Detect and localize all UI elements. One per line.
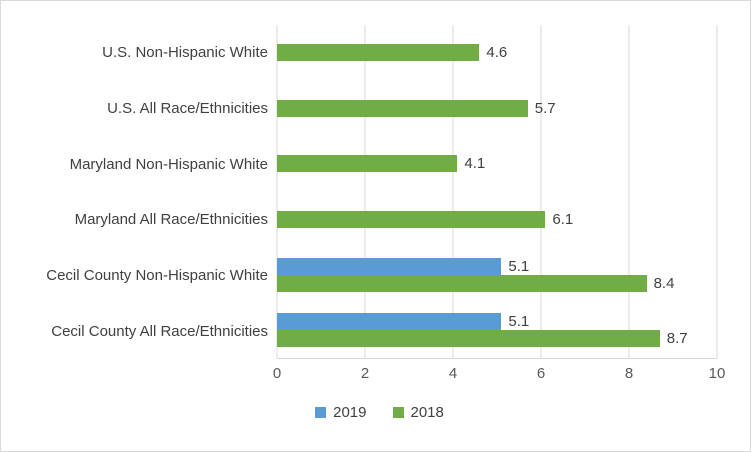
gridline <box>628 25 630 358</box>
plot-area: 4.6 5.7 4.1 6.1 5.1 8.4 5.1 8.7 <box>276 25 718 359</box>
gridline <box>276 25 278 358</box>
bar-2018 <box>277 274 647 292</box>
gridlines <box>276 25 718 358</box>
x-axis-tick-label: 4 <box>448 365 458 382</box>
chart-body: U.S. Non-Hispanic White U.S. All Race/Eth… <box>9 25 750 359</box>
data-label: 4.6 <box>486 44 508 62</box>
bar-2019 <box>277 257 502 275</box>
legend-item-2018: 2018 <box>392 403 444 421</box>
legend-swatch-2019 <box>315 406 327 418</box>
data-label: 8.4 <box>653 274 675 292</box>
category-label: Maryland All Race/Ethnicities <box>74 211 268 229</box>
x-axis: 0 2 4 6 8 10 <box>273 359 726 385</box>
x-axis-tick-label: 10 <box>708 365 726 382</box>
gridline <box>364 25 366 358</box>
bar-2018 <box>277 330 660 348</box>
chart-row: 4.6 <box>277 25 717 81</box>
bar-line: 8.4 <box>277 274 717 292</box>
legend-label: 2018 <box>410 403 444 421</box>
bar-2018 <box>277 99 528 117</box>
gridline <box>452 25 454 358</box>
rows: 4.6 5.7 4.1 6.1 5.1 8.4 5.1 8.7 <box>277 25 717 358</box>
x-axis-tick-label: 0 <box>272 365 282 382</box>
legend-item-2019: 2019 <box>315 403 367 421</box>
chart-row: 5.7 <box>277 81 717 137</box>
data-label: 5.1 <box>508 313 530 331</box>
bar-line: 4.6 <box>277 44 717 62</box>
x-axis-tick-label: 6 <box>536 365 546 382</box>
legend-swatch-2018 <box>392 406 404 418</box>
data-label: 8.7 <box>666 330 688 348</box>
category-label: U.S. Non-Hispanic White <box>102 44 268 62</box>
category-label: Cecil County All Race/Ethnicities <box>51 322 268 340</box>
bar-line: 5.1 <box>277 257 717 275</box>
category-label: Cecil County Non-Hispanic White <box>46 267 268 285</box>
bar-2018 <box>277 44 480 62</box>
x-axis-tick-label: 8 <box>624 365 634 382</box>
data-label: 5.7 <box>534 99 556 117</box>
bar-2019 <box>277 313 502 331</box>
bar-line: 8.7 <box>277 330 717 348</box>
chart-row: 4.1 <box>277 136 717 192</box>
chart-row: 6.1 <box>277 192 717 248</box>
y-axis-labels: U.S. Non-Hispanic White U.S. All Race/Eth… <box>9 25 277 359</box>
data-label: 4.1 <box>464 155 486 173</box>
category-label: Maryland Non-Hispanic White <box>69 155 268 173</box>
chart-row: 5.1 8.7 <box>277 303 717 359</box>
bar-line: 5.1 <box>277 313 717 331</box>
data-label: 5.1 <box>508 257 530 275</box>
bar-line: 5.7 <box>277 99 717 117</box>
bar-line: 6.1 <box>277 210 717 228</box>
chart-row: 5.1 8.4 <box>277 247 717 303</box>
legend-label: 2019 <box>333 403 367 421</box>
category-label: U.S. All Race/Ethnicities <box>107 100 268 117</box>
gridline <box>540 25 542 358</box>
legend: 2019 2018 <box>9 397 750 427</box>
bar-line: 4.1 <box>277 155 717 173</box>
gridline <box>716 25 718 358</box>
data-label: 6.1 <box>552 210 574 228</box>
x-axis-tick-label: 2 <box>360 365 370 382</box>
bar-2018 <box>277 210 546 228</box>
bar-2018 <box>277 155 458 173</box>
